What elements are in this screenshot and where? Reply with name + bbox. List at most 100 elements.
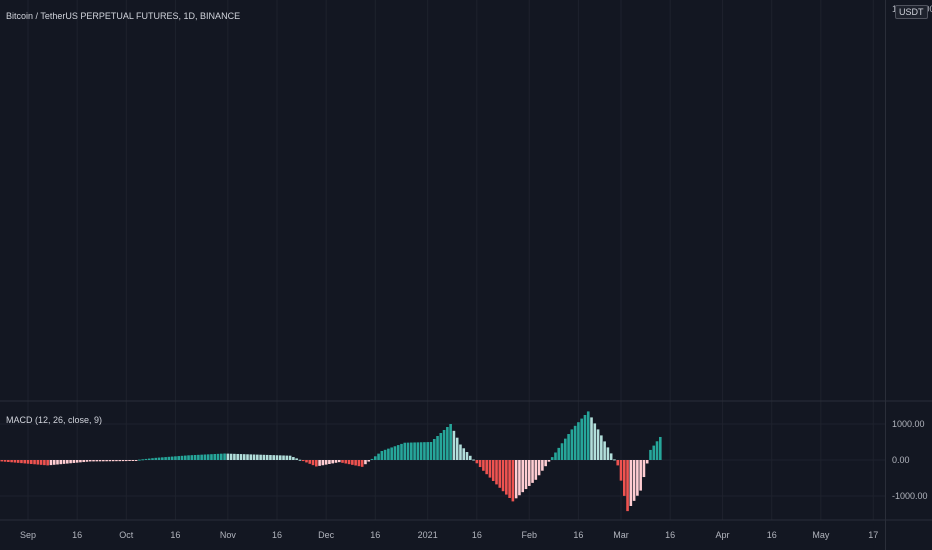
- time-tick-label: Oct: [119, 530, 134, 540]
- macd-bar: [396, 445, 400, 460]
- macd-bar: [367, 460, 371, 462]
- macd-bar: [534, 460, 538, 480]
- currency-unit-button[interactable]: USDT: [895, 5, 928, 19]
- macd-bar: [79, 460, 82, 463]
- macd-bar: [167, 456, 171, 460]
- macd-bar: [498, 460, 502, 488]
- macd-bar: [69, 460, 72, 464]
- macd-bar: [210, 454, 213, 460]
- macd-bar: [573, 425, 577, 460]
- macd-bar: [629, 460, 633, 506]
- macd-bar: [485, 460, 488, 475]
- macd-bar: [33, 460, 36, 465]
- macd-bar: [206, 454, 210, 460]
- macd-bar: [550, 457, 554, 460]
- macd-bar: [501, 460, 505, 492]
- macd-bar: [305, 460, 308, 463]
- macd-bar: [449, 424, 452, 460]
- macd-bar: [472, 459, 475, 461]
- macd-bar: [468, 455, 472, 460]
- macd-bar: [88, 460, 92, 462]
- macd-bar: [321, 460, 325, 466]
- macd-bar: [197, 454, 200, 460]
- time-tick-label: Mar: [613, 530, 629, 540]
- macd-bar: [190, 455, 194, 460]
- macd-bar: [315, 460, 318, 467]
- macd-bar: [236, 453, 239, 460]
- time-tick-label: Sep: [20, 530, 36, 540]
- macd-bar: [72, 460, 76, 463]
- macd-bar: [151, 458, 154, 460]
- macd-bar: [334, 460, 338, 463]
- macd-bar: [138, 459, 141, 461]
- macd-bar: [554, 452, 557, 460]
- macd-bar: [259, 454, 262, 460]
- macd-bar: [102, 460, 105, 462]
- macd-bar: [265, 454, 269, 460]
- macd-bar: [626, 460, 629, 512]
- macd-bar: [613, 459, 616, 461]
- macd-bar: [36, 460, 40, 465]
- macd-bar: [200, 454, 203, 460]
- macd-indicator-label[interactable]: MACD (12, 26, close, 9): [6, 415, 103, 425]
- macd-bar: [46, 460, 49, 466]
- macd-bar: [488, 460, 492, 478]
- macd-bar: [92, 460, 95, 462]
- macd-bar: [570, 429, 574, 460]
- macd-bar: [337, 460, 341, 463]
- macd-bar: [436, 436, 439, 460]
- time-tick-label: 17: [868, 530, 878, 540]
- macd-bar: [282, 455, 285, 460]
- macd-bar: [423, 442, 426, 460]
- macd-bar: [105, 460, 108, 462]
- macd-bar: [387, 448, 390, 460]
- macd-bar: [364, 460, 367, 465]
- macd-bar: [43, 460, 46, 466]
- macd-bar: [111, 460, 115, 462]
- macd-bar: [459, 444, 462, 460]
- macd-bar: [115, 460, 118, 462]
- macd-bar: [541, 460, 544, 471]
- macd-bar: [141, 459, 144, 461]
- macd-bar: [318, 460, 321, 466]
- macd-bar: [164, 457, 167, 460]
- time-tick-label: 16: [370, 530, 380, 540]
- time-tick-label: 16: [170, 530, 180, 540]
- macd-bar: [560, 443, 564, 460]
- macd-bar: [465, 452, 469, 460]
- macd-bar: [531, 460, 534, 483]
- macd-bar: [416, 442, 420, 460]
- macd-bar: [298, 459, 302, 461]
- macd-bar: [482, 460, 485, 471]
- macd-bar: [537, 460, 541, 476]
- macd-bar: [380, 451, 384, 460]
- macd-bar: [439, 433, 443, 460]
- macd-bar: [203, 454, 207, 460]
- macd-bar: [10, 460, 13, 463]
- time-tick-label: 16: [72, 530, 82, 540]
- macd-bar: [161, 457, 164, 460]
- macd-bar: [174, 456, 177, 460]
- macd-bar: [39, 460, 43, 465]
- macd-tick-label: 1000.00: [892, 419, 925, 429]
- macd-bar: [7, 460, 10, 463]
- macd-bar: [403, 442, 407, 460]
- macd-bar: [455, 437, 459, 460]
- macd-tick-label: 0.00: [892, 455, 910, 465]
- macd-bar: [462, 448, 466, 460]
- macd-bar: [514, 460, 518, 499]
- macd-bar: [655, 441, 659, 460]
- macd-bar: [239, 454, 243, 460]
- time-tick-label: 16: [767, 530, 777, 540]
- macd-bar: [59, 460, 63, 465]
- time-tick-label: 16: [472, 530, 482, 540]
- macd-bar: [0, 460, 4, 462]
- macd-bar: [413, 442, 416, 460]
- macd-bar: [475, 460, 479, 464]
- macd-bar: [567, 434, 570, 460]
- macd-bar: [29, 460, 33, 464]
- macd-bar: [577, 422, 580, 460]
- macd-bar: [452, 430, 456, 460]
